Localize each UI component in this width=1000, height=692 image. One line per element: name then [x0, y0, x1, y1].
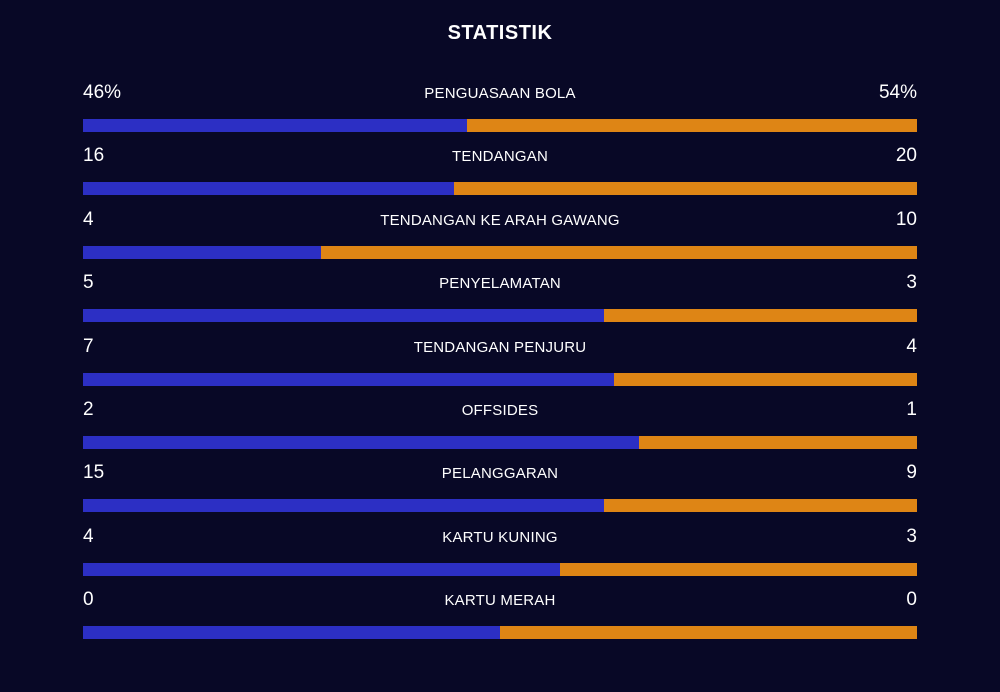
comparison-bar — [83, 562, 917, 576]
home-value: 46% — [83, 82, 122, 103]
stat-row-possession: 46% PENGUASAAN BOLA 54% — [83, 80, 917, 143]
home-bar — [83, 499, 605, 513]
stat-row-shots-on-target: 4 TENDANGAN KE ARAH GAWANG 10 — [83, 207, 917, 270]
stat-row-red-cards: 0 KARTU MERAH 0 — [83, 587, 917, 650]
page-title: STATISTIK — [447, 22, 553, 44]
home-value: 15 — [83, 462, 105, 484]
stat-row-saves: 5 PENYELAMATAN 3 — [83, 270, 917, 333]
away-value: 9 — [906, 462, 917, 484]
home-bar — [83, 309, 605, 323]
away-bar — [453, 182, 917, 196]
stat-label: TENDANGAN — [452, 148, 548, 166]
away-value: 54% — [878, 82, 917, 103]
comparison-bar — [83, 499, 917, 513]
away-value: 3 — [906, 272, 917, 294]
stat-label: OFFSIDES — [461, 401, 539, 419]
home-bar — [83, 182, 454, 196]
home-value: 2 — [83, 398, 94, 420]
stat-row-offsides: 2 OFFSIDES 1 — [83, 397, 917, 460]
comparison-bar — [83, 626, 917, 640]
home-value: 7 — [83, 335, 94, 357]
home-bar — [83, 119, 467, 132]
stat-row-fouls: 15 PELANGGARAN 9 — [83, 460, 917, 523]
stat-label: PELANGGARAN — [441, 465, 559, 483]
stats-list: 46% PENGUASAAN BOLA 54% 16 TENDANGAN 2 0 … — [83, 80, 917, 651]
comparison-bar — [83, 245, 917, 259]
away-bar — [604, 309, 917, 323]
home-bar — [83, 562, 560, 576]
away-value: 1 — [906, 398, 917, 420]
stat-row-shots: 16 TENDANGAN 20 — [83, 143, 917, 206]
away-bar — [466, 119, 917, 132]
home-value: 0 — [83, 589, 94, 611]
stat-label: PENGUASAAN BOLA — [424, 85, 576, 102]
stat-row-yellow-cards: 4 KARTU KUNING 3 — [83, 524, 917, 587]
away-value: 20 — [895, 145, 917, 167]
stat-label: PENYELAMATAN — [439, 275, 561, 293]
stat-label: TENDANGAN KE ARAH GAWANG — [380, 211, 620, 229]
home-value: 5 — [83, 272, 94, 294]
away-value: 0 — [906, 589, 917, 611]
comparison-bar — [83, 435, 917, 449]
away-bar — [638, 435, 917, 449]
stat-label: KARTU KUNING — [442, 528, 558, 546]
home-bar — [83, 245, 322, 259]
comparison-bar — [83, 309, 917, 323]
stat-label: KARTU MERAH — [444, 592, 556, 610]
away-bar — [559, 562, 917, 576]
home-bar — [83, 626, 500, 640]
comparison-bar — [83, 182, 917, 196]
stat-label: TENDANGAN PENJURU — [413, 338, 587, 356]
home-value: 4 — [83, 525, 94, 547]
away-bar — [604, 499, 917, 513]
stat-row-corners: 7 TENDANGAN PENJURU 4 — [83, 334, 917, 397]
away-value: 4 — [906, 335, 917, 357]
away-bar — [321, 245, 917, 259]
comparison-bar — [83, 372, 917, 386]
home-bar — [83, 372, 614, 386]
home-value: 16 — [83, 145, 105, 167]
away-bar — [500, 626, 917, 640]
home-bar — [83, 435, 639, 449]
comparison-bar — [83, 119, 917, 132]
away-value: 10 — [895, 208, 917, 230]
away-bar — [613, 372, 917, 386]
home-value: 4 — [83, 208, 94, 230]
away-value: 3 — [906, 525, 917, 547]
